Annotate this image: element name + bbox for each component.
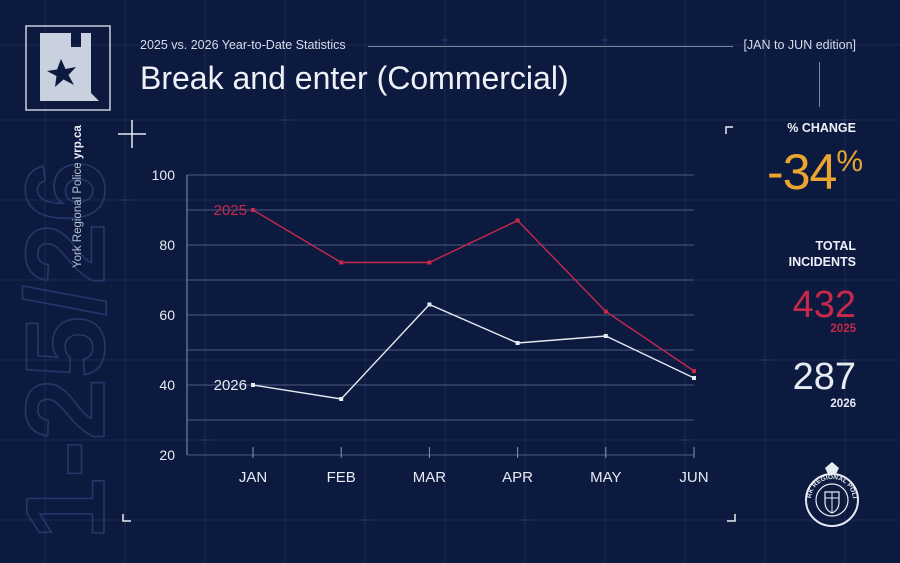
header-vertical-rule <box>819 62 820 107</box>
data-point <box>427 302 432 307</box>
pct-sign: % <box>836 145 863 178</box>
frame-corner-marks <box>118 120 736 522</box>
series-line-2026 <box>252 303 695 400</box>
series-label-2026: 2026 <box>214 377 247 394</box>
data-point <box>339 260 344 265</box>
pct-change-label: % CHANGE <box>787 121 856 135</box>
data-point <box>603 309 608 314</box>
y-tick-label: 40 <box>159 377 175 393</box>
y-tick-label: 60 <box>159 307 175 323</box>
x-tick-label: JAN <box>239 469 267 486</box>
crown-icon <box>825 462 839 474</box>
x-tick-label: MAY <box>590 469 621 486</box>
data-point <box>692 376 696 380</box>
edition-label: [JAN to JUN edition] <box>743 38 856 52</box>
svg-text:1-25/26: 1-25/26 <box>3 160 128 540</box>
y-tick-label: 80 <box>159 237 175 253</box>
data-point <box>251 208 255 212</box>
pct-change-number: -34 <box>767 144 837 200</box>
total-2026-year: 2026 <box>830 398 856 410</box>
report-subtitle: 2025 vs. 2026 Year-to-Date Statistics <box>140 38 346 52</box>
x-tick-label: MAR <box>413 469 447 486</box>
total-2025-year: 2025 <box>830 323 856 335</box>
data-point <box>339 397 344 401</box>
star-icon <box>47 59 76 87</box>
total-2026-value: 287 <box>792 356 856 398</box>
pct-change-value: -34% <box>767 143 863 201</box>
total-incidents-label-line1: TOTAL <box>815 239 856 253</box>
page-title: Break and enter (Commercial) <box>140 60 569 96</box>
police-seal-icon: YORK REGIONAL POLICE <box>803 458 859 527</box>
x-tick-label: JUN <box>679 469 708 486</box>
y-tick-label: 100 <box>152 167 176 183</box>
header-rule <box>368 46 733 47</box>
yrp-logo <box>25 25 111 111</box>
y-tick-label: 20 <box>159 447 175 463</box>
x-tick-label: APR <box>502 469 533 486</box>
total-2025-value: 432 <box>792 284 856 326</box>
data-point <box>515 218 520 223</box>
series-line-2025 <box>252 209 695 372</box>
data-point <box>692 369 696 373</box>
x-tick-label: FEB <box>327 469 356 486</box>
data-point <box>515 341 520 345</box>
data-point <box>427 260 432 265</box>
series-label-2025: 2025 <box>214 202 247 219</box>
data-point <box>251 383 255 387</box>
data-point <box>603 334 608 338</box>
total-incidents-label-line2: INCIDENTS <box>788 255 856 269</box>
